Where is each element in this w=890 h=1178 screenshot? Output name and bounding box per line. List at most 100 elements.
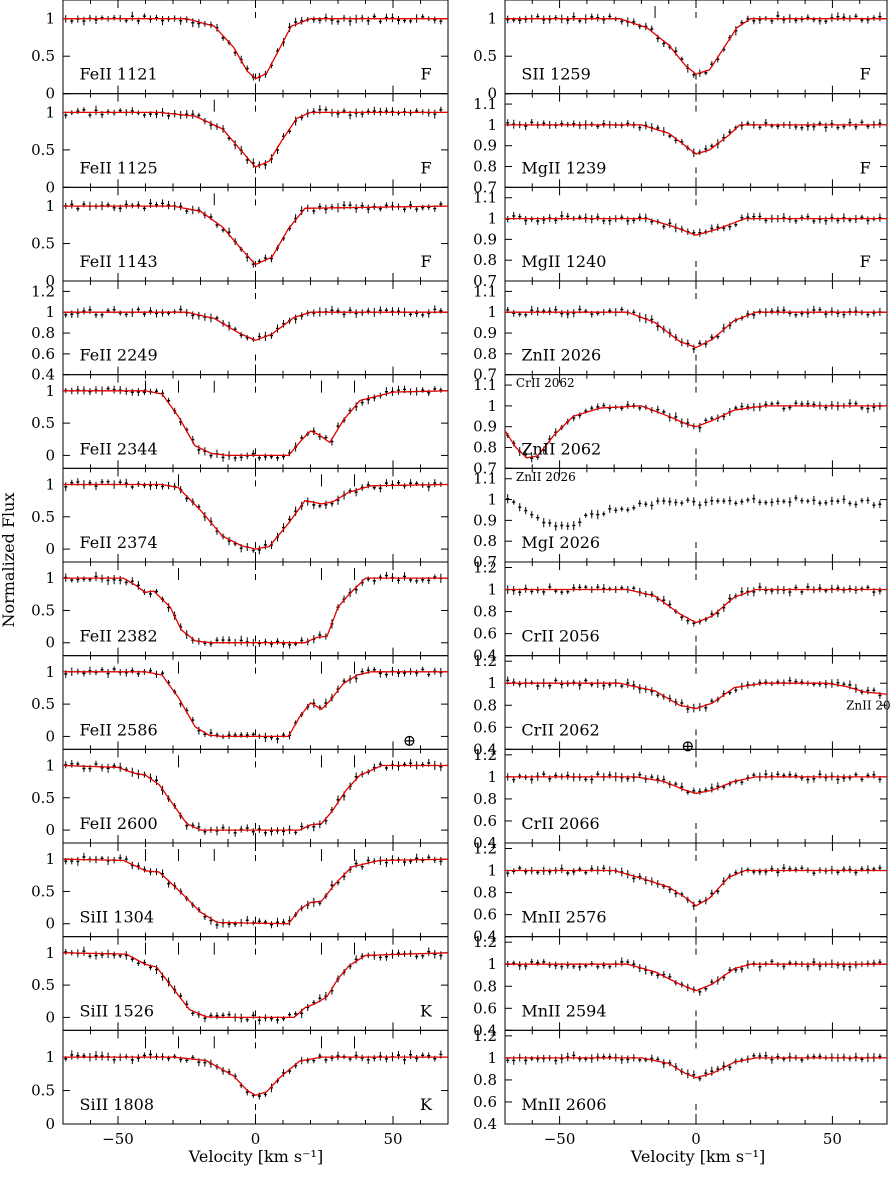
y-tick-label: 0.7	[473, 178, 497, 196]
panel-1-11: 0.4 0.6 0.8 1 1.2 MnII 2606 −50 0 50	[473, 1027, 888, 1148]
y-tick-label: 0	[45, 540, 55, 558]
y-tick-label: 0.4	[473, 1021, 497, 1039]
panel-flag: F	[860, 252, 871, 271]
panel-label: FeII 1121	[80, 65, 158, 84]
panel-1-2: 0.7 0.8 0.9 1 1.1 MgII 1240 F	[473, 186, 888, 290]
panel-annotation: ⊕	[403, 731, 416, 750]
data-layer	[63, 478, 448, 555]
y-tick-label: 0.8	[473, 884, 497, 902]
data-layer	[63, 11, 448, 82]
y-tick-label: 1.2	[31, 282, 55, 300]
model-curve	[505, 682, 887, 710]
y-tick-label: 1.2	[473, 652, 497, 670]
y-tick-label: 0	[45, 634, 55, 652]
panel-flag: F	[420, 158, 431, 177]
x-axis-title-left: Velocity [km s⁻¹]	[188, 1147, 323, 1166]
y-tick-label: 1	[45, 303, 55, 321]
panel-label: MnII 2576	[521, 908, 606, 927]
panel-label: SII 1259	[521, 65, 590, 84]
y-axis-title: Normalized Flux	[0, 493, 18, 628]
y-tick-label: 0.5	[31, 882, 55, 900]
y-tick-label: 0.4	[31, 366, 55, 384]
panel-annotation: ⊕	[681, 737, 694, 756]
y-tick-label: 0	[45, 446, 55, 464]
y-tick-label: 1	[45, 944, 55, 962]
panel-label: MnII 2594	[521, 1001, 606, 1020]
panel-1-1: 0.7 0.8 0.9 1 1.1 MgII 1239 F	[473, 93, 888, 196]
model-curve	[63, 858, 448, 925]
panel-label: ZnII 2062	[521, 439, 601, 458]
panel-0-7: 0 0.5 1 FeII 2586 ⊕	[31, 655, 449, 750]
panel-label: FeII 2586	[80, 720, 158, 739]
y-tick-label: 0.7	[473, 366, 497, 384]
y-tick-label: 1	[45, 103, 55, 121]
y-tick-label: 1.2	[473, 559, 497, 577]
y-tick-label: 0.7	[473, 272, 497, 290]
model-curve	[63, 390, 448, 457]
y-tick-label: 1	[45, 197, 55, 215]
panel-label: ZnII 2026	[521, 346, 601, 365]
y-tick-label: 0.9	[473, 418, 497, 436]
panel-flag: F	[860, 65, 871, 84]
y-tick-label: 1	[45, 382, 55, 400]
data-layer	[63, 105, 448, 170]
model-curve	[505, 963, 887, 992]
data-layer	[505, 211, 887, 237]
panel-label: MnII 2606	[521, 1095, 606, 1114]
data-layer	[63, 305, 448, 342]
panel-0-11: 0 0.5 1 SiII 1808 K −50 0 50	[31, 1029, 449, 1148]
model-curve	[505, 311, 887, 349]
y-tick-label: 0.8	[473, 532, 497, 550]
panel-1-4: 0.7 0.8 0.9 1 1.1 ZnII 2062 CrII 2062	[473, 374, 888, 477]
y-tick-label: 0.5	[31, 414, 55, 432]
panel-label: FeII 2382	[80, 627, 158, 646]
data-layer	[63, 666, 448, 744]
y-tick-label: 0	[45, 821, 55, 839]
y-tick-label: 0.5	[31, 1082, 55, 1100]
model-curve	[63, 311, 448, 341]
y-tick-label: 1	[487, 10, 497, 28]
y-tick-label: 1	[487, 491, 497, 509]
data-layer	[63, 571, 448, 649]
x-tick-label: 50	[823, 1130, 842, 1148]
y-tick-label: 1	[487, 397, 497, 415]
y-tick-label: 0	[45, 915, 55, 933]
y-tick-label: 1	[487, 581, 497, 599]
y-tick-label: 1	[487, 674, 497, 692]
panel-label: FeII 2249	[80, 346, 158, 365]
y-tick-label: 1	[45, 1048, 55, 1066]
model-curve	[63, 671, 448, 738]
y-tick-label: 1	[487, 862, 497, 880]
y-tick-label: 0.5	[31, 976, 55, 994]
panel-label: FeII 2344	[80, 439, 158, 458]
y-tick-label: 1	[45, 475, 55, 493]
x-tick-label: −50	[544, 1130, 576, 1148]
y-tick-label: 0.9	[473, 511, 497, 529]
panel-label: FeII 2600	[80, 814, 158, 833]
model-curve	[63, 111, 448, 168]
data-layer	[505, 399, 887, 463]
model-curve	[63, 18, 448, 80]
panel-0-1: 0 0.5 1 FeII 1125 F	[31, 93, 449, 196]
panel-flag: K	[420, 1095, 433, 1114]
panels-root: 0 0.5 1 FeII 1121 F 0 0.5 1 FeII 1125 F 0 0.5 1 FeII …	[31, 0, 890, 1148]
y-tick-label: 0.4	[473, 1115, 497, 1133]
y-tick-label: 0.8	[473, 1071, 497, 1089]
y-tick-label: 0.5	[31, 695, 55, 713]
x-tick-label: 0	[691, 1130, 701, 1148]
y-tick-label: 0.9	[473, 324, 497, 342]
model-curve	[505, 405, 887, 459]
panel-1-8: 0.4 0.6 0.8 1 1.2 CrII 2066	[473, 746, 888, 852]
data-layer	[505, 118, 887, 157]
panel-label: CrII 2066	[521, 814, 599, 833]
y-tick-label: 0.8	[473, 345, 497, 363]
panel-label: CrII 2056	[521, 627, 599, 646]
data-layer	[505, 769, 887, 795]
panel-label: SiII 1526	[80, 1001, 155, 1020]
y-tick-label: 0.6	[473, 999, 497, 1017]
y-tick-label: 0.7	[473, 459, 497, 477]
y-tick-label: 1	[45, 663, 55, 681]
y-tick-label: 1.1	[473, 95, 497, 113]
y-tick-label: 0.4	[473, 740, 497, 758]
